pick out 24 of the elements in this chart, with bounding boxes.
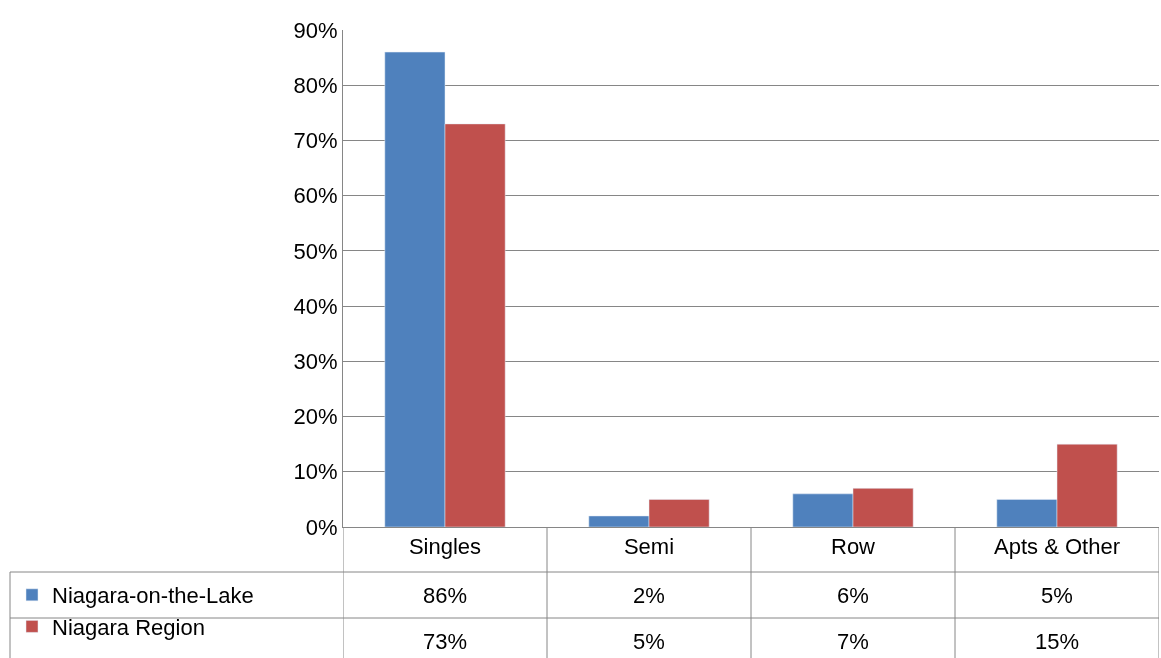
y-tick-label: 20% [293, 404, 338, 430]
y-tick-label: 80% [293, 72, 338, 98]
y-tick-label: 90% [293, 17, 338, 43]
y-tick-label: 0% [305, 514, 338, 540]
data-label: 6% [837, 583, 869, 608]
data-label: 86% [423, 583, 468, 608]
y-tick-label: 40% [293, 293, 338, 319]
data-label: 7% [837, 629, 869, 654]
x-tick-label: Singles [408, 534, 482, 560]
x-tick-label: Semi [623, 534, 675, 560]
legend-label: Niagara Region [52, 614, 205, 640]
data-label: 2% [633, 583, 665, 608]
data-label: 5% [1041, 583, 1073, 608]
data-label: 73% [423, 629, 468, 654]
y-tick-label: 60% [293, 183, 338, 209]
x-tick-label: Row [830, 534, 876, 560]
legend-label: Niagara-on-the-Lake [52, 583, 254, 609]
y-tick-label: 50% [293, 238, 338, 264]
y-tick-label: 70% [293, 128, 338, 154]
data-label: 5% [633, 629, 665, 654]
data-label: 15% [1035, 629, 1080, 654]
y-tick-label: 30% [293, 349, 338, 375]
y-tick-label: 10% [293, 459, 338, 485]
x-tick-label: Apts & Other [994, 534, 1120, 560]
